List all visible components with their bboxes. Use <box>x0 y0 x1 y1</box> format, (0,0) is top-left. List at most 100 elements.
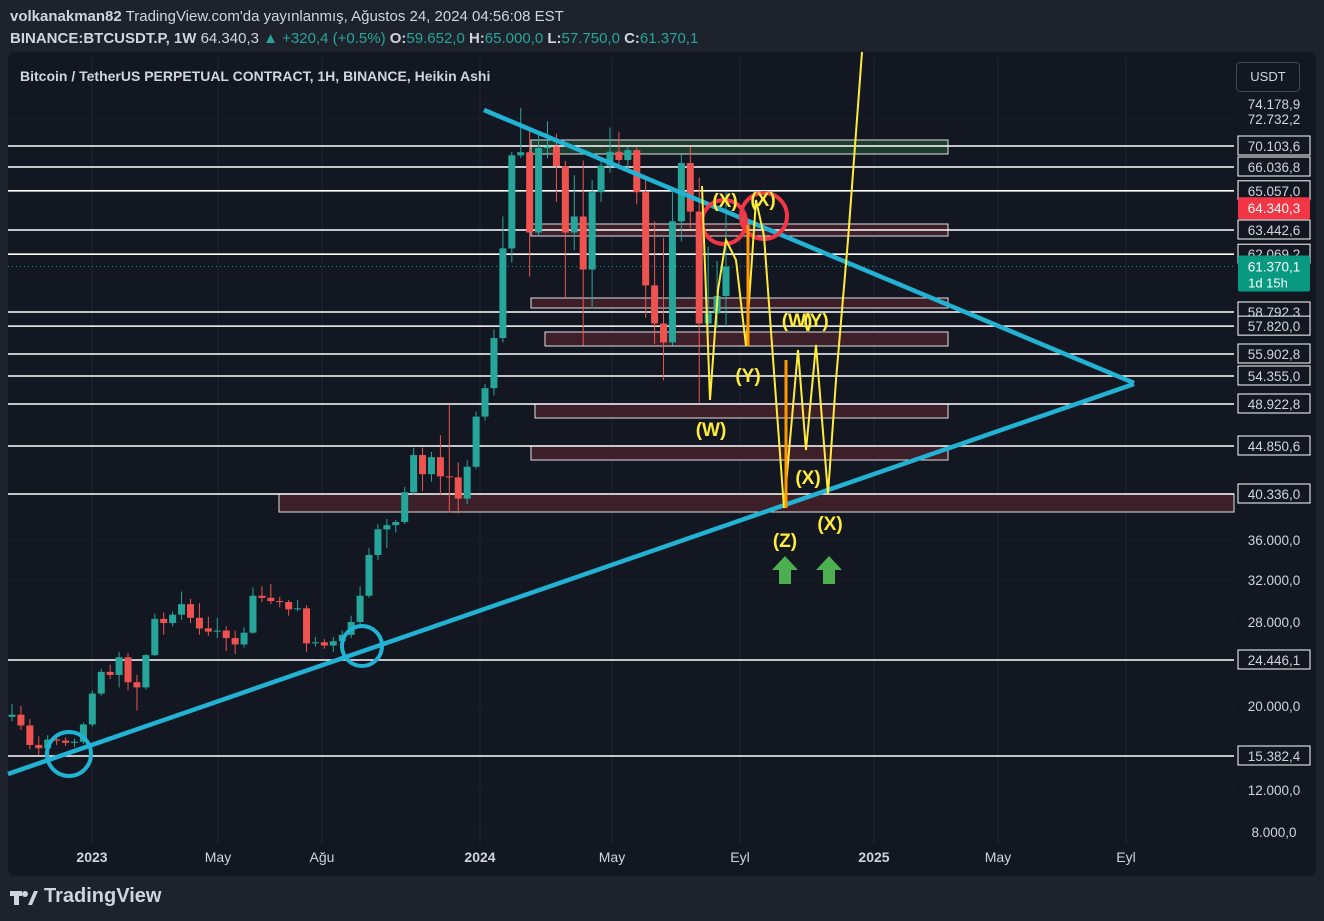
candle <box>642 177 650 318</box>
candle <box>249 587 257 634</box>
candle-body <box>454 477 462 499</box>
candle-body <box>526 152 534 233</box>
candle <box>124 653 132 691</box>
candle <box>383 518 391 548</box>
candle <box>392 519 400 533</box>
candle-body <box>97 671 105 694</box>
candle-body <box>392 521 400 526</box>
candle <box>651 221 659 344</box>
candle-body <box>660 323 668 343</box>
candle <box>311 636 319 647</box>
tradingview-logo-icon <box>10 890 38 905</box>
candle <box>668 192 676 346</box>
candle <box>356 586 364 626</box>
candle-body <box>427 457 435 475</box>
candle <box>472 411 480 469</box>
wave-label: (Z) <box>773 531 797 552</box>
y-tick-label: 55.902,8 <box>1248 347 1301 362</box>
candle <box>588 180 596 309</box>
candle-body <box>535 148 543 233</box>
wave-label: (W) <box>696 420 727 441</box>
candle <box>231 630 239 655</box>
candle-body <box>285 602 293 610</box>
candle-body <box>410 455 418 493</box>
candle <box>401 486 409 525</box>
candle-body <box>463 466 471 499</box>
candle-body <box>722 266 730 296</box>
candle <box>561 160 569 298</box>
candle <box>70 738 78 748</box>
candle-body <box>115 657 123 675</box>
candle <box>276 596 284 608</box>
candle <box>213 617 221 639</box>
candle-body <box>686 163 694 212</box>
level-price-box <box>1237 393 1311 414</box>
candle <box>97 668 105 696</box>
candle <box>722 192 730 327</box>
candle-body <box>419 455 427 475</box>
symbol-label: BINANCE:BTCUSDT.P, 1W <box>10 30 197 47</box>
candle-body <box>490 338 498 389</box>
x-tick-label: Eyl <box>1116 849 1135 865</box>
y-tick-label: 65.057,0 <box>1248 184 1301 199</box>
author-name[interactable]: volkanakman82 <box>10 8 122 25</box>
candle-body <box>151 618 159 656</box>
x-tick-label: Ağu <box>310 849 335 865</box>
candle <box>517 107 525 158</box>
wave-path-yellow <box>701 51 863 509</box>
y-tick-label: 57.820,0 <box>1248 319 1301 334</box>
candle <box>204 616 212 636</box>
candle-body <box>401 492 409 522</box>
candle <box>294 599 302 612</box>
candle <box>552 133 560 202</box>
candle <box>436 435 444 495</box>
y-tick-label: 63.442,6 <box>1248 223 1301 238</box>
candle <box>222 626 230 651</box>
chart-panel[interactable] <box>8 52 1316 876</box>
y-tick-label: 66.036,8 <box>1248 160 1301 175</box>
y-tick-label: 32.000,0 <box>1248 573 1301 588</box>
candle <box>374 524 382 560</box>
candle-body <box>633 150 641 193</box>
x-tick-label: 2023 <box>76 849 107 865</box>
candle-body <box>597 165 605 193</box>
candle <box>535 131 543 237</box>
price-badge-countdown: 1d 15h <box>1248 276 1288 291</box>
level-price-box <box>1237 365 1311 386</box>
y-tick-label: 74.178,9 <box>1248 97 1301 112</box>
y-tick-label: 44.850,6 <box>1248 439 1301 454</box>
candle-body <box>231 638 239 645</box>
low-label: L: <box>547 30 562 47</box>
wave-label: (W) <box>782 311 813 332</box>
wave-label: (X) <box>750 190 775 211</box>
price-badge-value: 64.340,3 <box>1248 201 1301 216</box>
candle-body <box>481 388 489 417</box>
candle <box>499 216 507 343</box>
candle-body <box>374 529 382 555</box>
x-tick-label: May <box>205 849 231 865</box>
candle-body <box>70 741 78 743</box>
candle-body <box>294 608 302 610</box>
candle <box>106 664 114 680</box>
candle <box>240 627 248 648</box>
currency-button[interactable]: USDT <box>1236 62 1300 92</box>
tradingview-logo[interactable]: TradingView <box>10 885 161 908</box>
candle-body <box>124 657 132 683</box>
candle-body <box>499 248 507 339</box>
candle-body <box>17 714 25 726</box>
wave-label: (Y) <box>803 311 828 332</box>
candle-body <box>187 604 194 618</box>
y-tick-label: 54.355,0 <box>1248 369 1301 384</box>
supply-demand-zone <box>530 139 949 155</box>
y-tick-label: 20.000,0 <box>1248 699 1301 714</box>
candle-body <box>8 714 16 717</box>
candle-body <box>561 166 569 233</box>
candle-body <box>169 614 177 624</box>
candle <box>427 451 435 482</box>
candle <box>329 636 337 652</box>
supply-demand-zone <box>278 493 1235 513</box>
candle <box>187 598 194 624</box>
x-tick-label: Eyl <box>730 849 749 865</box>
close-label: C: <box>624 30 640 47</box>
